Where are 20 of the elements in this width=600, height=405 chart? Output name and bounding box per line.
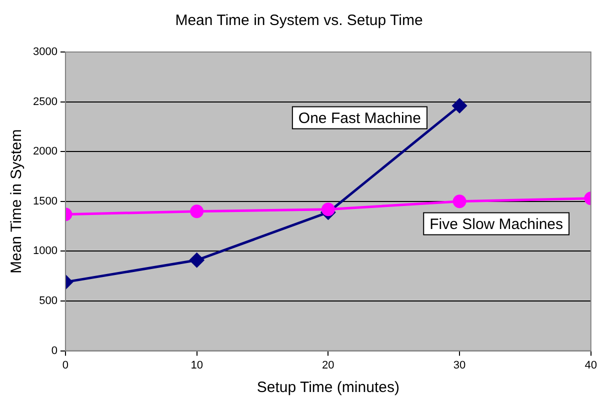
y-tick-label: 3000 xyxy=(32,46,58,58)
x-tick-label: 20 xyxy=(322,359,334,372)
y-axis-title: Mean Time in System xyxy=(8,129,26,274)
chart-title: Mean Time in System vs. Setup Time xyxy=(175,12,423,30)
x-tick-label: 10 xyxy=(190,359,203,372)
y-tick-label: 2500 xyxy=(32,96,58,108)
y-tick-label: 1000 xyxy=(32,245,58,258)
y-tick-label: 0 xyxy=(51,344,58,357)
point xyxy=(190,252,204,268)
point xyxy=(190,204,204,218)
point xyxy=(321,202,335,216)
x-tick-label: 0 xyxy=(62,359,69,372)
series-label: One Fast Machine xyxy=(298,110,421,127)
y-tick-label: 500 xyxy=(39,295,58,308)
y-tick-label: 1500 xyxy=(32,195,58,208)
x-tick-label: 30 xyxy=(453,359,466,372)
x-tick-label: 40 xyxy=(584,359,598,372)
series-label: Five Slow Machines xyxy=(430,216,564,233)
y-tick-label: 2000 xyxy=(32,146,58,158)
x-axis-title: Setup Time (minutes) xyxy=(256,379,400,396)
